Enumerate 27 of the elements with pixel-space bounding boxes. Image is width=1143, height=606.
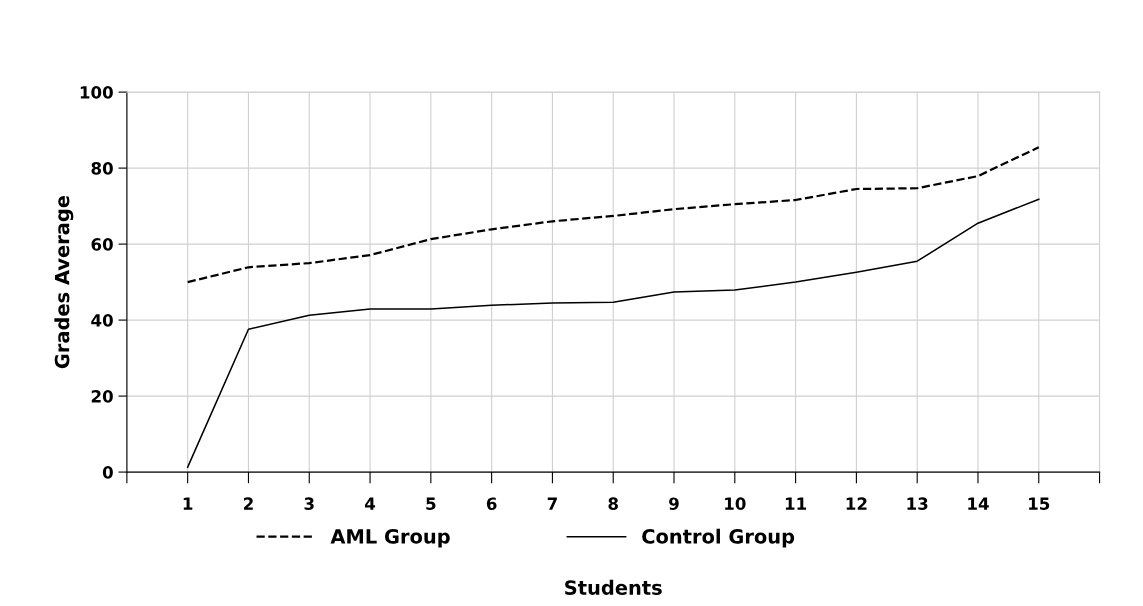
y-tick-label: 0 [102, 466, 113, 479]
x-tick-label: 5 [426, 497, 436, 510]
y-tick-label: 20 [91, 390, 113, 403]
x-tick-label: 14 [968, 497, 989, 510]
line-series [186, 146, 1040, 284]
x-tick-label: 9 [669, 497, 679, 510]
y-tick-label: 100 [80, 86, 113, 99]
x-tick-label: 15 [1029, 497, 1050, 510]
x-tick-label: 13 [907, 497, 928, 510]
x-tick-label: 6 [486, 497, 497, 510]
x-tick-label: 4 [365, 497, 376, 510]
y-tick-label: 40 [91, 314, 113, 327]
legend-label: Control Group [642, 528, 795, 548]
x-tick-label: 10 [725, 497, 746, 510]
x-axis-title: Students [565, 579, 662, 595]
y-axis-title: Grades Average [54, 195, 74, 369]
line-series [186, 198, 1040, 468]
x-tick-label: 12 [846, 497, 867, 510]
legend-label: AML Group [330, 529, 450, 548]
y-tick-label: 60 [91, 238, 113, 251]
x-tick-label: 7 [547, 497, 557, 510]
x-tick-label: 8 [608, 497, 618, 510]
x-tick-label: 1 [183, 497, 193, 510]
x-tick-label: 3 [304, 497, 314, 510]
x-tick-label: 11 [785, 497, 807, 510]
y-tick-label: 80 [91, 162, 113, 175]
x-tick-label: 2 [243, 497, 253, 510]
